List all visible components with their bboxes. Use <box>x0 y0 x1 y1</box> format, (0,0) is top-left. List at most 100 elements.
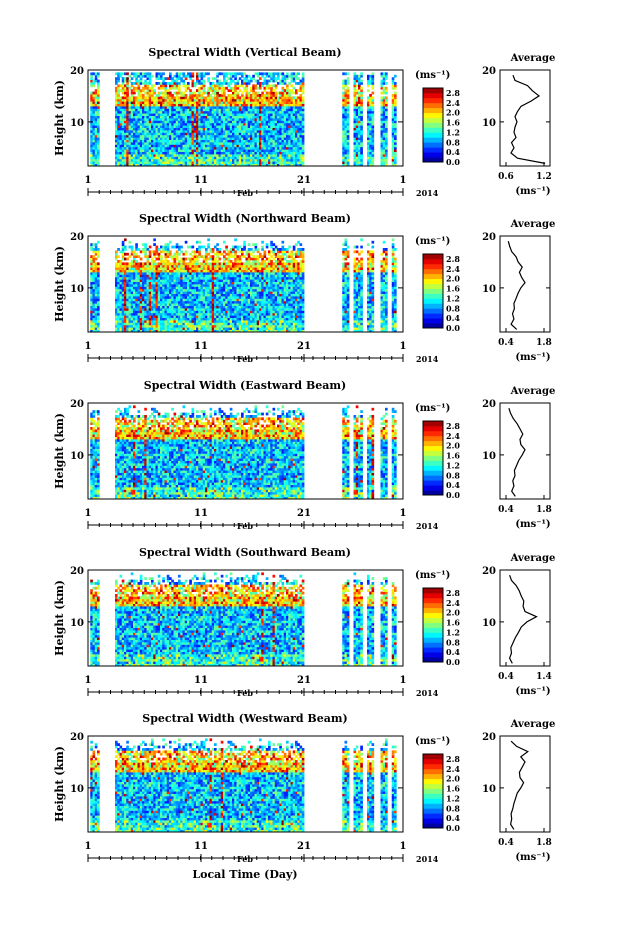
heatmap-cell <box>360 108 363 111</box>
heatmap-cell <box>347 161 350 164</box>
heatmap-cell <box>392 77 395 80</box>
heatmap-cell <box>176 94 179 97</box>
heatmap-cell <box>347 106 350 109</box>
heatmap-cell <box>243 72 246 75</box>
panel-1: Spectral Width (Vertical Beam)Height (km… <box>53 46 555 198</box>
heatmap-cell <box>129 241 132 244</box>
heatmap-cell <box>257 92 260 95</box>
heatmap-cell <box>302 130 305 133</box>
heatmap-cell <box>347 140 350 143</box>
heatmap-cell <box>385 108 388 111</box>
heatmap-cell <box>302 154 305 157</box>
heatmap-cell <box>97 156 100 159</box>
heatmap-cell <box>97 87 100 90</box>
heatmap-cell <box>162 72 165 75</box>
heatmap-cell <box>302 106 305 109</box>
heatmap-cell <box>246 87 249 90</box>
colorbar-segment <box>423 142 443 147</box>
heatmap-cell <box>97 279 100 282</box>
heatmap-cell <box>360 94 363 97</box>
heatmap-cell <box>394 113 397 116</box>
heatmap-cell <box>160 258 163 261</box>
heatmap-cell <box>165 87 168 90</box>
heatmap-cell <box>97 113 100 116</box>
heatmap-cell <box>360 137 363 140</box>
heatmap-cell <box>138 255 141 258</box>
heatmap-cell <box>178 89 181 92</box>
heatmap-cell <box>185 89 188 92</box>
heatmap-cell <box>385 125 388 128</box>
heatmap-cell <box>97 84 100 87</box>
heatmap-cell <box>284 82 287 85</box>
heatmap-cell <box>372 77 375 80</box>
heatmap-cell <box>257 80 260 83</box>
heatmap-cell <box>167 243 170 246</box>
heatmap-cell <box>237 92 240 95</box>
heatmap-cell <box>302 99 305 102</box>
heatmap-cell <box>225 75 228 78</box>
heatmap-cell <box>117 87 120 90</box>
heatmap-cell <box>97 99 100 102</box>
heatmap-cell <box>372 92 375 95</box>
heatmap-cell <box>347 154 350 157</box>
heatmap-cell <box>158 94 161 97</box>
heatmap-cell <box>97 265 100 268</box>
colorbar-segment <box>423 118 443 123</box>
heatmap-cell <box>394 161 397 164</box>
heatmap-cell <box>394 111 397 114</box>
heatmap-cell <box>234 89 237 92</box>
panel-2: Spectral Width (Northward Beam)Height (k… <box>53 212 555 364</box>
heatmap-cell <box>237 82 240 85</box>
heatmap-cell <box>360 142 363 145</box>
heatmap-cell <box>394 142 397 145</box>
heatmap-cell <box>248 82 251 85</box>
heatmap-cell <box>97 125 100 128</box>
heatmap-cell <box>126 82 129 85</box>
heatmap-cell <box>97 248 100 251</box>
heatmap-cell <box>347 80 350 83</box>
heatmap-cell <box>259 77 262 80</box>
heatmap-cell <box>144 250 147 253</box>
heatmap-cell <box>360 128 363 131</box>
heatmap-cell <box>372 106 375 109</box>
heatmap-cell <box>248 75 251 78</box>
heatmap-cell <box>372 140 375 143</box>
heatmap-cell <box>126 258 129 261</box>
heatmap-cell <box>385 137 388 140</box>
heatmap-cell <box>347 135 350 138</box>
heatmap-cell <box>95 77 98 80</box>
heatmap-cell <box>347 108 350 111</box>
heatmap-cell <box>169 253 172 256</box>
x-tick-label: 1 <box>85 175 92 186</box>
heatmap-cell <box>169 92 172 95</box>
heatmap-cell <box>300 94 303 97</box>
heatmap-cell <box>360 99 363 102</box>
heatmap-cell <box>286 84 289 87</box>
heatmap-cell <box>156 246 159 249</box>
heatmap-cell <box>394 135 397 138</box>
heatmap-cell <box>302 152 305 155</box>
heatmap-cell <box>234 75 237 78</box>
heatmap-cell <box>97 291 100 294</box>
heatmap-cell <box>372 99 375 102</box>
heatmap-cell <box>291 89 294 92</box>
heatmap-cell <box>158 248 161 251</box>
heatmap-cell <box>169 241 172 244</box>
colorbar-segment <box>423 147 443 152</box>
heatmap-cell <box>360 120 363 123</box>
heatmap-cell <box>275 94 278 97</box>
heatmap-cell <box>115 250 118 253</box>
heatmap-cell <box>385 77 388 80</box>
heatmap-cell <box>302 87 305 90</box>
heatmap-cell <box>97 142 100 145</box>
heatmap-cell <box>252 75 255 78</box>
heatmap-cell <box>115 82 118 85</box>
heatmap-cell <box>347 137 350 140</box>
heatmap-cell <box>122 243 125 246</box>
heatmap-cell <box>135 260 138 263</box>
heatmap-cell <box>385 142 388 145</box>
heatmap-cell <box>185 94 188 97</box>
heatmap-cell <box>97 320 100 323</box>
heatmap-cell <box>165 258 168 261</box>
heatmap-cell <box>97 255 100 258</box>
